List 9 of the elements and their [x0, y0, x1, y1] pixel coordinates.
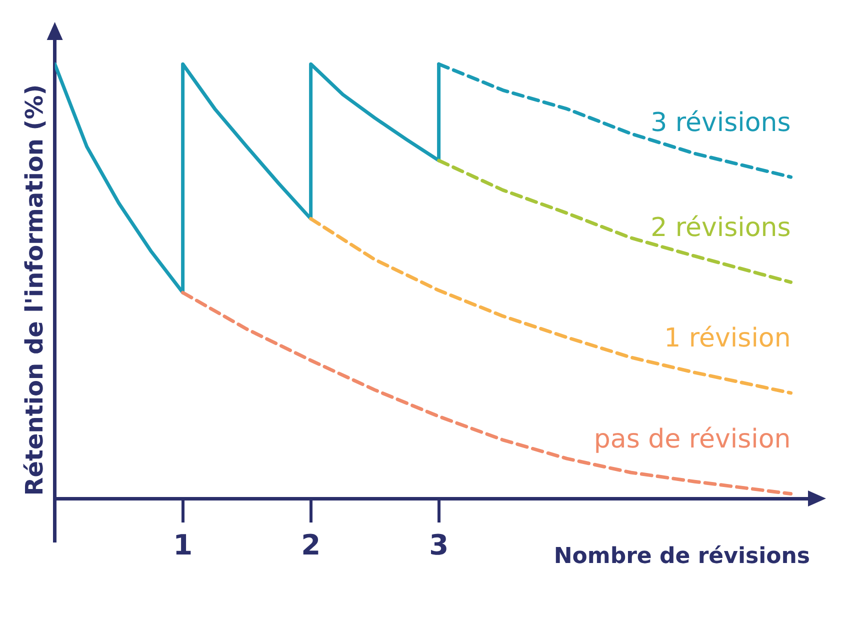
y-axis-title: Rétention de l'information (%): [20, 84, 49, 496]
x-tick-label: 2: [301, 528, 321, 562]
series-label: 2 révisions: [650, 212, 791, 243]
x-tick-label: 1: [173, 528, 193, 562]
series-label: pas de révision: [594, 424, 791, 455]
series-label: 1 révision: [664, 324, 791, 354]
series-label: 3 révisions: [650, 108, 791, 138]
x-tick-label: 3: [429, 528, 449, 562]
x-axis-title: Nombre de révisions: [554, 544, 810, 570]
